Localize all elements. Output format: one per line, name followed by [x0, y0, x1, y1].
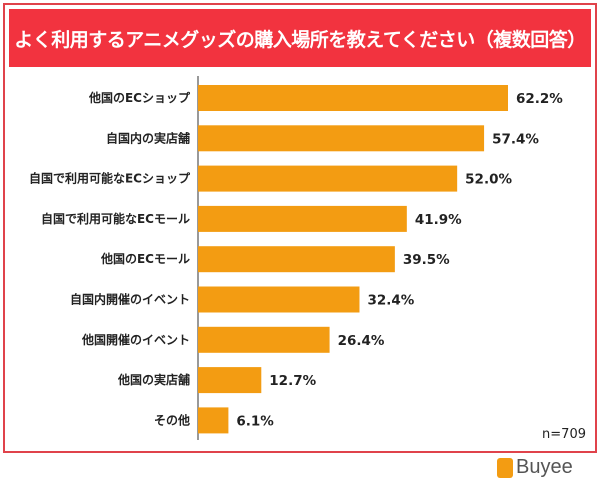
bar — [198, 85, 508, 111]
bar — [198, 367, 262, 394]
category-label: 他国の実店舗 — [117, 372, 190, 387]
value-label: 32.4% — [367, 293, 414, 309]
bag-icon — [497, 457, 513, 478]
bar — [198, 326, 330, 353]
value-label: 57.4% — [492, 131, 539, 147]
value-label: 41.9% — [415, 212, 462, 228]
value-label: 52.0% — [465, 172, 512, 188]
logo-text: Buyee — [516, 456, 573, 478]
value-label: 39.5% — [403, 252, 450, 268]
value-label: 62.2% — [516, 91, 563, 107]
bar — [198, 407, 229, 434]
category-label: 自国で利用可能なECショップ — [29, 171, 191, 186]
bar — [198, 125, 485, 152]
value-label: 12.7% — [269, 373, 316, 389]
bar — [198, 165, 458, 192]
buyee-logo: Buyee — [497, 456, 573, 479]
chart-title: よく利用するアニメグッズの購入場所を教えてください（複数回答） — [9, 9, 591, 67]
category-label: 自国内の実店舗 — [106, 130, 190, 145]
sample-size: n=709 — [542, 427, 586, 442]
bar — [198, 205, 407, 232]
chart-frame — [3, 3, 597, 453]
category-label: 自国内開催のイベント — [70, 292, 190, 307]
category-label: 自国で利用可能なECモール — [41, 211, 190, 226]
category-label: その他 — [154, 412, 190, 427]
bar — [198, 286, 360, 313]
value-label: 6.1% — [236, 413, 274, 429]
category-label: 他国のECショップ — [88, 90, 191, 105]
value-label: 26.4% — [338, 333, 385, 349]
category-label: 他国のECモール — [100, 251, 190, 266]
category-label: 他国開催のイベント — [81, 332, 190, 347]
bar — [198, 246, 395, 273]
